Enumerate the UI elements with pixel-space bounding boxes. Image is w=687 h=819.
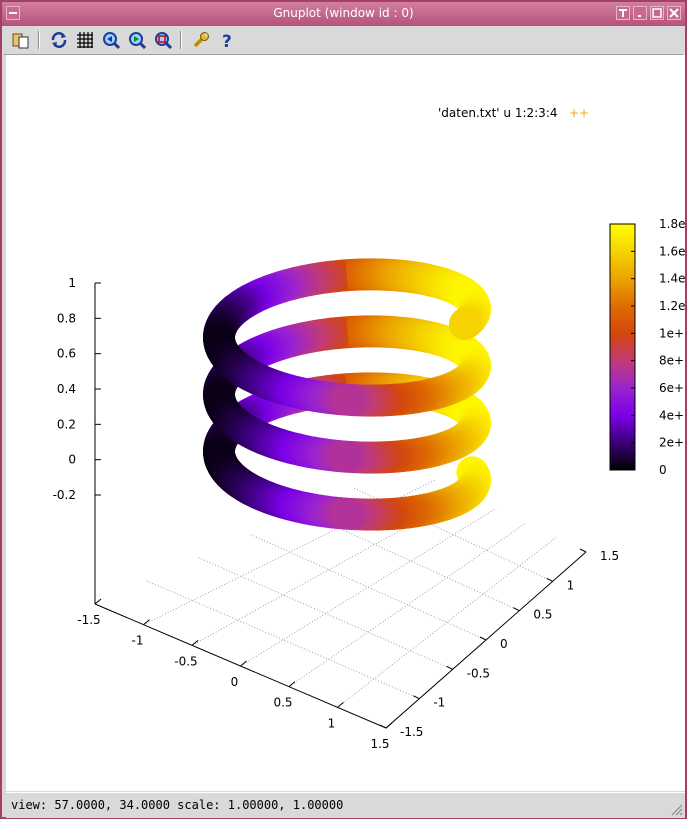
x-tick-label: -1 [132, 634, 144, 648]
helix-point [448, 308, 481, 341]
x-tick-mark [94, 598, 102, 605]
plot-canvas[interactable]: 1 0.8 0.6 0.4 0.2 0 -0.2 -1.5 -1 -0.5 0 0.5 1 1.5 -1… [6, 55, 685, 791]
z-tick-label: 0 [68, 453, 76, 467]
x-tick-mark [385, 722, 393, 729]
replot-icon[interactable] [48, 29, 70, 51]
grid-line [191, 493, 467, 646]
x-tick-mark [191, 639, 199, 646]
x-tick-label: -0.5 [174, 654, 197, 668]
resize-grip-icon[interactable] [669, 802, 683, 816]
y-tick-label: 0.5 [533, 608, 552, 622]
toolbar: ? [4, 26, 683, 55]
colorbox-labels: 1.8e 1.6e 1.4e 1.2e 1e+ 8e+ 6e+ 4e+ 2e+ 0 [631, 217, 685, 477]
y-tick-mark [546, 577, 553, 582]
grid-icon[interactable] [74, 29, 96, 51]
x-tick-label: 1.5 [370, 737, 389, 751]
options-icon[interactable] [190, 29, 212, 51]
colorbox-label: 8e+ [659, 354, 684, 368]
y-tick-mark [479, 636, 487, 641]
y-tick-mark [579, 548, 587, 553]
y-axis-ticks: -1.5 -1 -0.5 0 0.5 1 1.5 [379, 548, 619, 739]
grid-line [198, 557, 453, 670]
zoom-previous-icon[interactable] [100, 29, 122, 51]
x-tick-label: -1.5 [77, 613, 100, 627]
grid-line [337, 537, 557, 708]
y-tick-label: 1 [567, 578, 575, 592]
x-tick-mark [143, 619, 150, 626]
x-tick-mark [337, 701, 344, 708]
x-tick-mark [240, 660, 247, 667]
helix-point [330, 497, 363, 530]
grid-line [146, 580, 420, 700]
svg-text:?: ? [222, 32, 232, 49]
z-tick-label: 0.4 [57, 382, 76, 396]
z-tick-label: 0.8 [57, 311, 76, 325]
copy-to-clipboard-icon[interactable] [10, 29, 32, 51]
colorbox-label: 4e+ [659, 408, 684, 422]
colorbox-label: 6e+ [659, 381, 684, 395]
legend: 'daten.txt' u 1:2:3:4 ++ [438, 106, 589, 120]
colorbox-label: 1.6e [659, 244, 685, 258]
x-tick-label: 0 [231, 675, 239, 689]
close-icon[interactable] [667, 6, 681, 20]
help-icon[interactable]: ? [216, 29, 238, 51]
y-tick-label: -1 [433, 696, 445, 710]
status-text: view: 57.0000, 34.0000 scale: 1.00000, 1… [11, 798, 344, 812]
y-tick-mark [513, 607, 520, 612]
helix-point [330, 440, 363, 473]
z-tick-label: 1 [68, 276, 76, 290]
minimize-icon[interactable] [633, 6, 647, 20]
shade-icon[interactable] [616, 6, 630, 20]
y-tick-label: -0.5 [467, 666, 490, 680]
maximize-icon[interactable] [650, 6, 664, 20]
colorbox-label: 1.2e [659, 299, 685, 313]
base-edge [94, 551, 587, 729]
unzoom-icon[interactable] [152, 29, 174, 51]
helix-point [332, 383, 365, 416]
colorbox-label: 0 [659, 463, 667, 477]
grid-line [250, 534, 487, 641]
y-tick-label: 1.5 [600, 549, 619, 563]
grid-line [288, 522, 527, 688]
toolbar-separator [180, 31, 182, 49]
legend-marker: ++ [569, 106, 589, 120]
y-tick-label: 0 [500, 637, 508, 651]
y-tick-mark [446, 665, 453, 670]
legend-label: 'daten.txt' u 1:2:3:4 [438, 106, 558, 120]
z-tick-label: -0.2 [53, 488, 76, 502]
colorbox-label: 1.4e [659, 272, 685, 286]
window-menu-icon[interactable] [6, 6, 20, 20]
toolbar-separator [38, 31, 40, 49]
y-tick-mark [379, 724, 387, 729]
z-tick-label: 0.6 [57, 347, 76, 361]
z-axis-ticks: 1 0.8 0.6 0.4 0.2 0 -0.2 [53, 276, 101, 502]
status-bar: view: 57.0000, 34.0000 scale: 1.00000, 1… [6, 792, 685, 818]
y-tick-mark [413, 695, 420, 700]
x-tick-label: 1 [328, 716, 336, 730]
colorbox-gradient [609, 223, 636, 471]
colorbox-label: 1e+ [659, 326, 684, 340]
x-tick-label: 0.5 [273, 696, 292, 710]
zoom-next-icon[interactable] [126, 29, 148, 51]
x-axis-ticks: -1.5 -1 -0.5 0 0.5 1 1.5 [77, 598, 393, 751]
helix-points [203, 258, 491, 531]
y-tick-label: -1.5 [400, 725, 423, 739]
z-tick-label: 0.2 [57, 417, 76, 431]
title-bar[interactable]: Gnuplot (window id : 0) [2, 2, 685, 26]
x-tick-mark [288, 681, 296, 688]
window-title: Gnuplot (window id : 0) [273, 6, 414, 20]
colorbox: 1.8e 1.6e 1.4e 1.2e 1e+ 8e+ 6e+ 4e+ 2e+ 0 [609, 217, 685, 477]
grid-line [143, 479, 437, 626]
colorbox-label: 1.8e [659, 217, 685, 231]
colorbox-label: 2e+ [659, 436, 684, 450]
